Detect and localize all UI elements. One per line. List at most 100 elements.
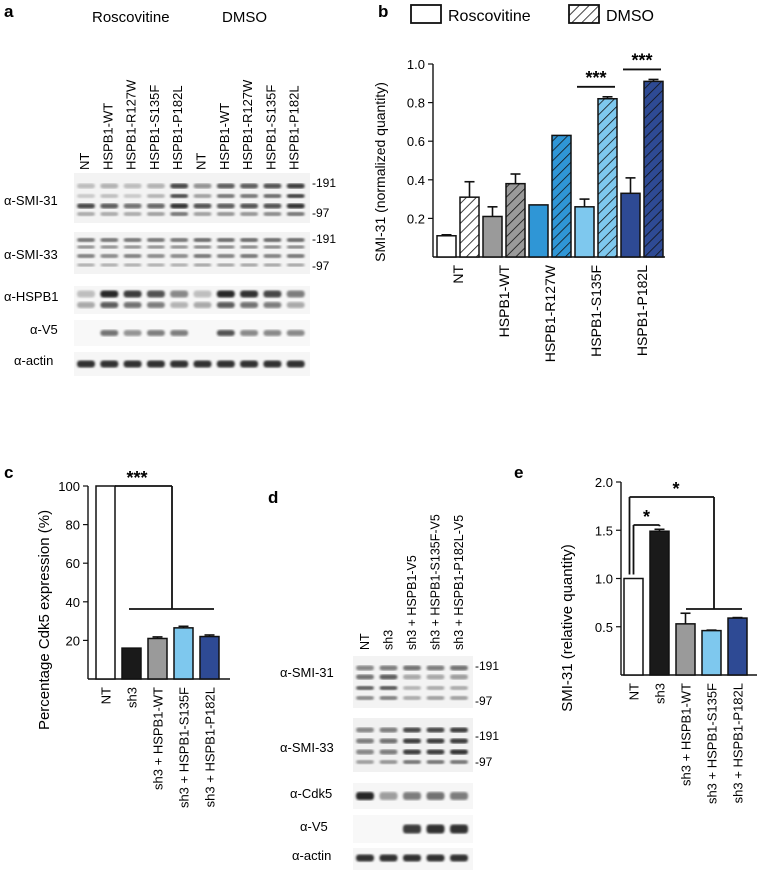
blot-band <box>403 696 421 700</box>
panel-a: a Roscovitine DMSO NT HSPB1-WT HSPB1-R127W… <box>4 2 336 376</box>
mw-marker: -191 <box>475 729 499 743</box>
blot-band <box>286 263 305 267</box>
x-tick-label: HSPB1-R127W <box>542 264 558 362</box>
x-tick-label: HSPB1-WT <box>496 265 512 338</box>
blot-band <box>426 749 445 755</box>
blot-band <box>77 245 95 249</box>
significance-mark: * <box>643 507 650 527</box>
blot-band <box>286 203 305 209</box>
blot-band <box>426 665 445 671</box>
blot-band <box>426 792 445 800</box>
blot-band <box>403 674 421 680</box>
blot-band <box>123 254 142 258</box>
lane-label: HSPB1-R127W <box>240 79 255 170</box>
bar <box>147 637 168 680</box>
blot-band <box>286 212 305 216</box>
blot-band <box>356 665 374 671</box>
blot-band <box>100 194 119 198</box>
plot-area-b: 0.2 0.4 0.6 0.8 1.0 *** *** NT HSPB1-WT HSPB1-R12… <box>407 50 665 362</box>
blot-band <box>450 749 468 755</box>
plot-area-e: 0.5 1.0 1.5 2.0 * * NT sh3 sh3 + HSPB1-WT sh3 + H… <box>595 475 757 804</box>
blot-band <box>123 194 142 198</box>
blot-band <box>263 360 282 368</box>
y-tick-label: 40 <box>66 595 80 610</box>
blot-band <box>450 824 468 834</box>
blot-band <box>450 727 468 733</box>
blot-band <box>356 738 374 744</box>
blot-band <box>146 302 165 308</box>
y-tick-label: 0.6 <box>407 134 425 149</box>
blot-band <box>450 760 468 764</box>
blot-band <box>170 203 189 209</box>
blot-band <box>146 183 165 189</box>
lane-label: NT <box>358 633 372 650</box>
blot-band <box>146 330 165 336</box>
blot-band <box>77 254 95 258</box>
blot-band <box>123 330 142 336</box>
blot-band <box>123 302 142 308</box>
panel-d-letter: d <box>268 488 278 507</box>
blot-label-hspb1: α-HSPB1 <box>4 289 58 304</box>
blot-band <box>216 238 235 242</box>
significance-mark: * <box>672 479 679 499</box>
lane-labels-a: NT HSPB1-WT HSPB1-R127W HSPB1-S135F HSPB1-P1… <box>77 79 302 170</box>
blot-band <box>100 245 119 249</box>
blot-band <box>403 727 421 733</box>
y-axis-label: Percentage Cdk5 expression (%) <box>36 510 53 730</box>
blot-band <box>403 854 421 862</box>
lane-label: NT <box>194 153 209 170</box>
blot-band <box>450 738 468 744</box>
blot-band <box>356 686 374 690</box>
blot-band <box>193 238 212 242</box>
blot-band <box>146 360 165 368</box>
x-tick-label: sh3 + HSPB1-P182L <box>731 683 746 803</box>
bar-roscovitine <box>482 215 503 258</box>
blot-band <box>193 194 212 198</box>
blot-band <box>170 238 189 242</box>
blot-band <box>77 263 95 267</box>
x-tick-label: NT <box>99 687 114 704</box>
blot-band <box>240 263 259 267</box>
significance-mark: *** <box>126 468 147 488</box>
blot-band <box>193 360 212 368</box>
bar <box>95 485 116 680</box>
blot-band <box>193 290 212 298</box>
y-axis-label: SMI-31 (normalized quantity) <box>372 82 388 262</box>
y-tick-label: 100 <box>58 479 80 494</box>
bar <box>173 627 194 680</box>
significance-mark: *** <box>585 68 606 88</box>
blot-band <box>100 254 119 258</box>
blot-strip-hspb1 <box>74 286 310 314</box>
blot-band <box>77 238 95 242</box>
blot-band <box>426 738 445 744</box>
bar <box>701 629 722 676</box>
lane-label: HSPB1-S135F <box>263 85 278 170</box>
blot-band <box>286 330 305 336</box>
bar-dmso <box>505 182 526 258</box>
blot-band <box>286 183 305 189</box>
blot-band <box>426 696 445 700</box>
blot-band <box>77 203 95 209</box>
blot-band <box>123 183 142 189</box>
blot-label-smi33: α-SMI-33 <box>280 740 334 755</box>
blot-band <box>263 302 282 308</box>
blot-band <box>356 727 374 733</box>
mw-marker: -97 <box>475 755 493 769</box>
x-tick-label: HSPB1-S135F <box>588 265 604 357</box>
blot-band <box>379 665 398 671</box>
x-tick-label: sh3 + HSPB1-S135F <box>177 687 192 808</box>
blot-band <box>123 263 142 267</box>
blot-band <box>426 727 445 733</box>
blot-band <box>450 854 468 862</box>
legend-label-dmso: DMSO <box>606 8 654 25</box>
bar-roscovitine <box>528 204 549 258</box>
blot-label-smi31: α-SMI-31 <box>4 193 58 208</box>
panel-a-letter: a <box>4 2 14 21</box>
blot-band <box>450 674 468 680</box>
blot-band <box>193 254 212 258</box>
blot-band <box>379 727 398 733</box>
blot-band <box>263 203 282 209</box>
blot-band <box>100 330 119 336</box>
blot-band <box>216 302 235 308</box>
